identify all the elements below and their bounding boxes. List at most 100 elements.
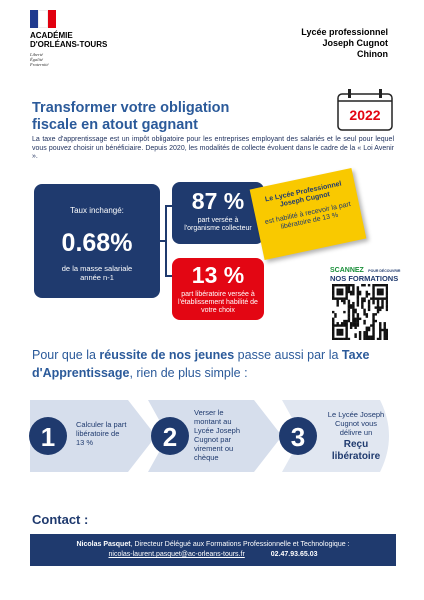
flag-logo <box>30 10 56 28</box>
qr-module <box>372 315 375 318</box>
qr-module <box>370 297 373 300</box>
qr-module <box>383 326 386 329</box>
qr-module <box>379 337 382 340</box>
qr-module <box>356 292 360 296</box>
qr-module <box>385 295 388 298</box>
share-box-collector: 87 % part versée à l'organisme collecteu… <box>172 182 264 244</box>
qr-module <box>376 308 380 312</box>
school-name: Lycée professionnel Joseph Cugnot Chinon <box>301 27 388 60</box>
qr-module <box>345 337 348 340</box>
qr-module <box>372 326 375 329</box>
qr-module <box>343 284 346 287</box>
contact-name: Nicolas Pasquet <box>76 541 131 548</box>
qr-module <box>383 335 386 338</box>
qr-module <box>352 319 355 323</box>
qr-module <box>336 297 339 300</box>
qr-module <box>363 308 366 312</box>
qr-module <box>358 333 362 336</box>
qr-module <box>379 290 382 294</box>
steps-arrows <box>29 400 389 472</box>
contact-role: , Directeur Délégué aux Formations Profe… <box>130 541 350 548</box>
qr-module <box>374 313 377 316</box>
heading-part: Taxe d'Apprentissage <box>32 348 370 380</box>
qr-module <box>336 284 339 287</box>
qr-module <box>354 310 357 314</box>
qr-module <box>356 299 360 303</box>
logo-text: ACADÉMIE D'ORLÉANS-TOURS <box>30 31 107 49</box>
qr-module <box>352 292 355 296</box>
qr-module <box>361 284 364 287</box>
qr-module <box>381 299 384 303</box>
qr-module <box>352 313 355 316</box>
qr-module <box>336 301 339 305</box>
qr-module <box>363 310 366 314</box>
qr-module <box>354 319 357 323</box>
qr-module <box>367 301 371 305</box>
logo-line: D'ORLÉANS-TOURS <box>30 40 108 49</box>
contact-line: nicolas-laurent.pasquet@ac-orleans-tours… <box>30 550 396 560</box>
qr-module <box>352 315 355 318</box>
qr-module <box>365 315 369 318</box>
qr-module <box>383 297 386 300</box>
qr-module <box>345 319 348 323</box>
qr-module <box>372 337 375 340</box>
qr-module <box>347 288 351 291</box>
qr-module <box>349 284 353 287</box>
qr-module <box>352 284 355 287</box>
qr-module <box>365 313 369 316</box>
contact-line: Nicolas Pasquet, Directeur Délégué aux F… <box>30 540 396 550</box>
step-text: Verser le montant au Lycée Joseph Cugnot… <box>194 408 241 462</box>
qr-module <box>367 335 371 338</box>
bracket <box>160 205 173 277</box>
qr-module <box>354 335 357 338</box>
qr-module <box>356 317 360 321</box>
qr-module <box>379 284 382 287</box>
qr-module <box>363 322 366 325</box>
step-number: 1 <box>40 422 56 452</box>
qr-module <box>349 290 353 294</box>
qr-module <box>345 322 348 325</box>
qr-module <box>338 324 342 327</box>
qr-module <box>383 331 386 334</box>
qr-module <box>345 324 348 327</box>
qr-module <box>383 333 386 336</box>
qr-module <box>372 284 375 287</box>
qr-module <box>345 297 348 300</box>
qr-module <box>376 292 380 296</box>
qr-module <box>347 319 351 323</box>
qr-module <box>340 331 344 334</box>
qr-module <box>334 315 337 318</box>
qr-module <box>363 299 366 303</box>
contact-title: Contact : <box>32 512 89 527</box>
qr-module <box>347 301 351 305</box>
share-value: 13 % <box>191 262 245 288</box>
qr-module <box>374 297 377 300</box>
qr-module <box>352 317 355 321</box>
qr-module <box>376 310 380 314</box>
contact-email[interactable]: nicolas-laurent.pasquet@ac-orleans-tours… <box>108 551 245 558</box>
qr-module <box>340 328 344 332</box>
qr-module <box>345 284 348 287</box>
qr-module <box>365 295 369 298</box>
qr-module <box>352 288 355 291</box>
qr-module <box>379 328 382 332</box>
motto-line: Égalité <box>30 57 43 62</box>
qr-module <box>370 335 373 338</box>
qr-module <box>352 310 355 314</box>
qr-module <box>385 284 388 287</box>
qr-module <box>367 299 371 303</box>
qr-module <box>332 284 335 287</box>
motto: Liberté Égalité Fraternité <box>30 52 49 67</box>
share-box-school: 13 % part libératoire versée à l'établis… <box>172 258 264 320</box>
qr-module <box>345 292 348 296</box>
rate-value: 0.68% <box>61 229 133 257</box>
qr-module <box>379 306 382 309</box>
qr-module <box>338 288 342 291</box>
qr-module <box>376 299 380 303</box>
qr-module <box>345 290 348 294</box>
qr-module <box>349 306 353 309</box>
qr-module <box>347 315 351 318</box>
qr-module <box>370 337 373 340</box>
